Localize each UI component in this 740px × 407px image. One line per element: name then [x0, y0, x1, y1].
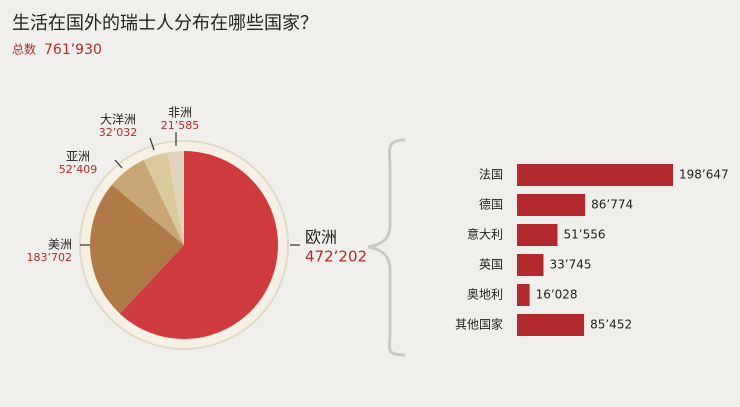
slice-value: 52’409 — [59, 163, 98, 176]
bar-label: 英国 — [479, 258, 503, 272]
leader-line — [149, 137, 155, 151]
slice-label: 欧洲 — [305, 228, 337, 247]
bar-label: 奥地利 — [467, 288, 503, 302]
bar — [517, 254, 544, 276]
slice-label: 亚洲 — [66, 150, 90, 164]
bar-value: 33’745 — [550, 258, 592, 272]
total: 761’930 — [44, 42, 102, 58]
slice-value: 21’585 — [161, 119, 200, 132]
slice-value: 32’032 — [99, 126, 138, 139]
pie-slice — [167, 151, 184, 245]
bar-label: 其他国家 — [455, 317, 503, 332]
slice-value: 472’202 — [305, 248, 367, 266]
pie-slice — [119, 151, 278, 339]
slice-label: 大洋洲 — [100, 112, 136, 127]
bar-value: 16’028 — [536, 288, 578, 302]
slice-value: 183’702 — [27, 251, 73, 264]
bar-label: 法国 — [479, 168, 503, 182]
total-label: 总数 — [12, 42, 36, 57]
bar-label: 意大利 — [467, 227, 503, 242]
slice-label: 美洲 — [48, 238, 72, 252]
bar — [517, 164, 673, 186]
leader-line — [114, 159, 123, 169]
pie-slice — [90, 184, 184, 314]
bar — [517, 314, 585, 336]
pie-slice — [143, 152, 184, 245]
bar-value: 86’774 — [591, 198, 633, 212]
pie-slice — [111, 160, 184, 245]
bar-value: 198’647 — [679, 168, 729, 182]
bar-value: 51’556 — [563, 228, 605, 242]
title: 生活在国外的瑞士人分布在哪些国家？ — [12, 13, 318, 34]
bar — [517, 224, 558, 246]
slice-label: 非洲 — [168, 106, 192, 120]
brace — [367, 138, 406, 357]
bar — [517, 284, 530, 306]
bar-value: 85’452 — [590, 318, 632, 332]
bar-label: 德国 — [479, 197, 503, 212]
bar — [517, 194, 586, 216]
